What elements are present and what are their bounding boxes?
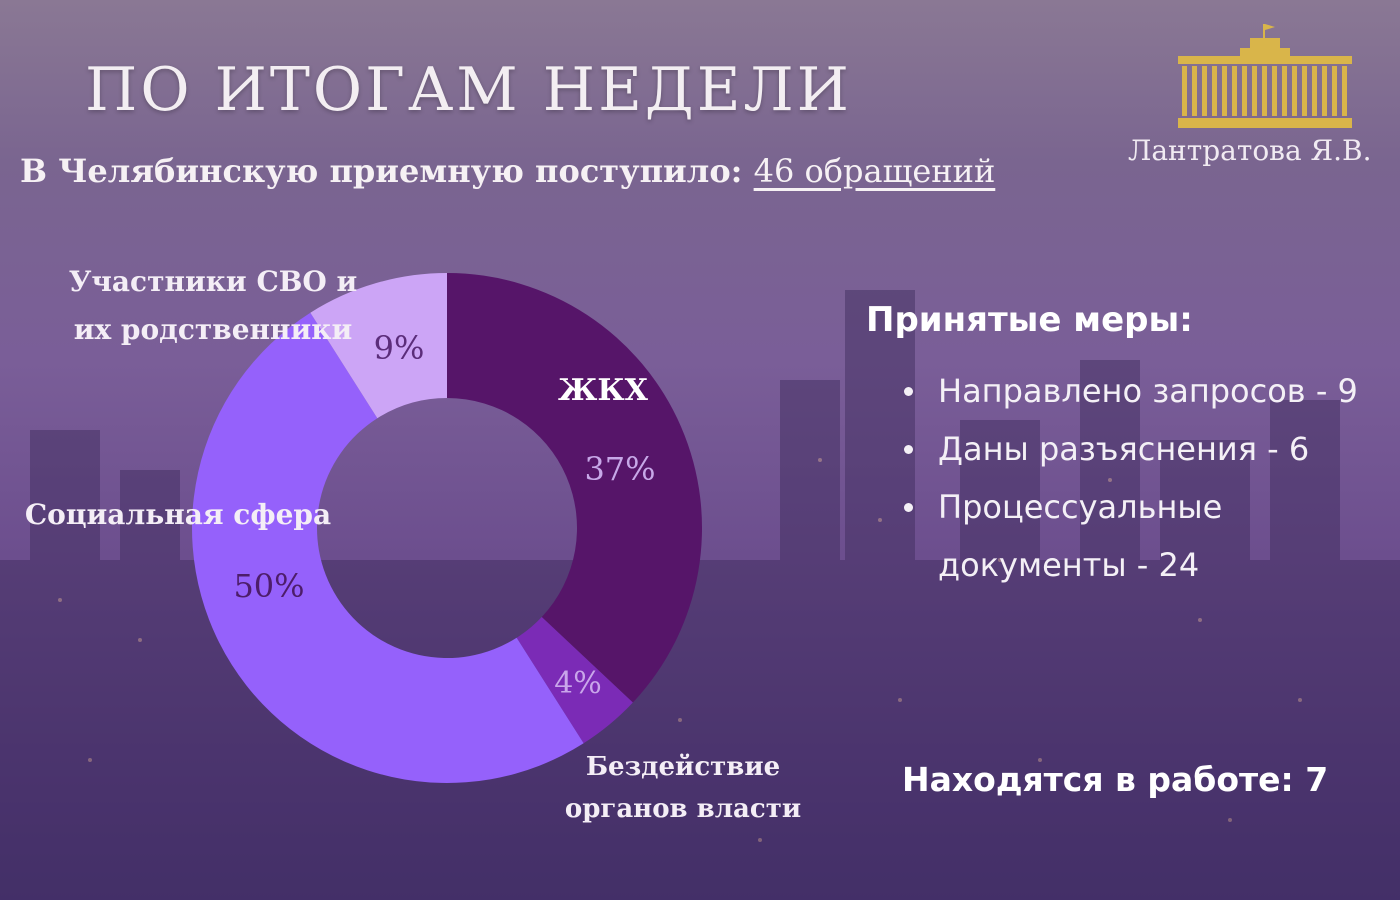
measures-title: Принятые меры: [866, 300, 1193, 340]
donut-slice [516, 616, 633, 744]
measures-item-text: Направлено запросов - 9 [938, 372, 1358, 410]
donut-slice [447, 273, 702, 703]
donut-slice [191, 312, 584, 784]
measures-item: Даны разъяснения - 6 [900, 420, 1370, 478]
slice-category-label: Социальная сфера [25, 498, 331, 531]
parliament-building-icon [1178, 24, 1352, 128]
measures-item-text: Даны разъяснения - 6 [938, 430, 1310, 468]
measures-item: Процессуальные документы - 24 [900, 478, 1370, 594]
measures-list: Направлено запросов - 9 Даны разъяснения… [900, 362, 1370, 594]
appeals-summary-label: В Челябинскую приемную поступило: [20, 152, 743, 190]
slice-category-label: ЖКХ [558, 373, 649, 408]
deputy-name: Лантратова Я.В. [1128, 134, 1372, 167]
slice-category-label: Бездействие органов власти [565, 752, 801, 824]
page-title: ПО ИТОГАМ НЕДЕЛИ [85, 55, 852, 125]
bullet-icon [904, 445, 913, 454]
bullet-icon [904, 503, 913, 512]
slice-value-label: 9% [374, 329, 425, 367]
appeals-summary: В Челябинскую приемную поступило: 46 обр… [20, 152, 995, 190]
slice-category-label: Участники СВО и их родственники [69, 265, 358, 346]
slice-value-label: 50% [233, 567, 304, 605]
appeals-count: 46 обращений [753, 152, 996, 190]
measures-item-text: Процессуальные документы - 24 [938, 488, 1223, 584]
donut-slice [310, 273, 447, 419]
slice-value-label: 37% [584, 450, 655, 488]
in-work-count: Находятся в работе: 7 [902, 760, 1329, 799]
measures-item: Направлено запросов - 9 [900, 362, 1370, 420]
slice-value-label: 4% [554, 666, 602, 701]
bullet-icon [904, 387, 913, 396]
